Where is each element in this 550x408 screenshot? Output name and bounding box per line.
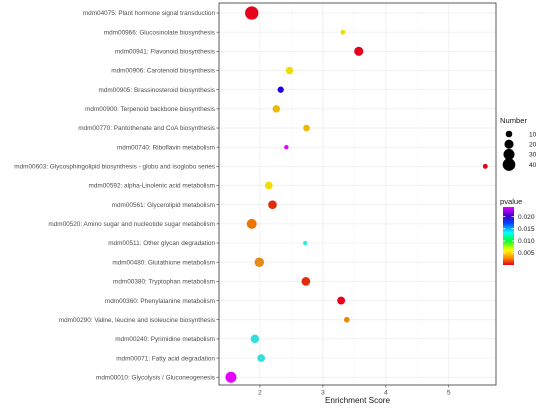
x-tick-label: 3 bbox=[321, 390, 325, 397]
x-axis-title: Enrichment Score bbox=[325, 396, 391, 405]
y-tick-label: mdm00905: Brassinosteroid biosynthesis bbox=[98, 87, 215, 94]
y-tick-label: mdm00900: Terpenoid backbone biosynthesi… bbox=[85, 106, 215, 113]
data-point bbox=[245, 6, 259, 20]
y-tick-label: mdm00770: Pantothenate and CoA biosynthe… bbox=[78, 125, 215, 132]
y-tick-label: mdm00561: Glycerolipid metabolism bbox=[112, 202, 215, 209]
data-point bbox=[246, 218, 257, 229]
y-tick-label: mdm00966: Glucosinolate biosynthesis bbox=[104, 29, 215, 36]
y-tick-label: mdm00906: Carotenoid biosynthesis bbox=[111, 68, 215, 75]
data-point bbox=[277, 86, 284, 93]
data-point bbox=[301, 277, 311, 286]
y-tick-label: mdm00480: Glutathione metabolism bbox=[112, 259, 215, 266]
y-tick-label: mdm00592: alpha-Linolenic acid metabolis… bbox=[89, 183, 215, 190]
y-tick-label: mdm00511: Other glycan degradation bbox=[108, 240, 215, 247]
y-axis-term-labels: mdm04075: Plant hormone signal transduct… bbox=[14, 10, 219, 381]
data-point bbox=[354, 46, 364, 56]
color-legend-title: pvalue bbox=[500, 197, 522, 206]
size-legend-dot bbox=[504, 139, 514, 149]
data-point bbox=[257, 354, 266, 362]
color-legend: pvalue 0.020 0.015 0.010 0.005 bbox=[500, 197, 535, 265]
data-point bbox=[303, 240, 308, 246]
color-legend-label: 0.005 bbox=[518, 250, 535, 257]
data-point bbox=[264, 181, 273, 190]
x-tick-label: 4 bbox=[384, 390, 388, 397]
y-tick-label: mdm00740: Riboflavin metabolism bbox=[117, 144, 215, 151]
data-point bbox=[285, 66, 294, 75]
y-tick-label: mdm04075: Plant hormone signal transduct… bbox=[83, 10, 216, 17]
size-legend-dot bbox=[503, 148, 515, 160]
data-point bbox=[250, 334, 260, 344]
data-point bbox=[343, 316, 350, 323]
color-legend-label: 0.015 bbox=[518, 226, 535, 233]
data-point bbox=[303, 124, 310, 132]
grid-lines bbox=[219, 3, 496, 385]
y-tick-label: mdm00380: Tryptophan metabolism bbox=[113, 279, 215, 286]
y-tick-label: mdm00071: Fatty acid degradation bbox=[116, 355, 215, 362]
size-legend: Number 10 20 30 40 bbox=[500, 116, 537, 171]
size-legend-label: 40 bbox=[529, 162, 537, 169]
y-tick-label: mdm00603: Glycosphingolipid biosynthesis… bbox=[14, 164, 215, 171]
size-legend-label: 10 bbox=[529, 131, 537, 138]
plot-panel-border bbox=[218, 2, 497, 386]
y-tick-label: mdm00240: Pyrimidine metabolism bbox=[115, 336, 215, 343]
y-tick-label: mdm00941: Flavonoid biosynthesis bbox=[115, 49, 215, 56]
x-tick-label: 2 bbox=[258, 390, 262, 397]
y-tick-label: mdm00360: Phenylalanine metabolism bbox=[105, 298, 215, 305]
data-point bbox=[337, 296, 346, 305]
data-point bbox=[225, 371, 237, 383]
y-tick-label: mdm00010: Glycolysis / Gluconeogenesis bbox=[96, 374, 215, 381]
pvalue-color-bar bbox=[503, 207, 514, 265]
data-point bbox=[272, 105, 281, 113]
size-legend-label: 30 bbox=[529, 152, 537, 159]
size-legend-title: Number bbox=[500, 116, 527, 125]
data-point bbox=[268, 200, 277, 210]
size-legend-dot bbox=[505, 130, 513, 138]
size-legend-label: 20 bbox=[529, 142, 537, 149]
y-tick-label: mdm00520: Amino sugar and nucleotide sug… bbox=[48, 221, 215, 228]
x-axis-ticks: 2 3 4 5 bbox=[258, 385, 451, 397]
data-points bbox=[225, 6, 488, 383]
color-legend-label: 0.010 bbox=[518, 238, 535, 245]
y-tick-label: mdm00290: Valine, leucine and isoleucine… bbox=[59, 317, 215, 324]
data-point bbox=[482, 163, 488, 169]
size-legend-dot bbox=[502, 158, 516, 171]
data-point bbox=[254, 257, 265, 267]
data-point bbox=[340, 29, 346, 35]
color-legend-label: 0.020 bbox=[518, 214, 535, 221]
x-tick-label: 5 bbox=[447, 390, 451, 397]
data-point bbox=[284, 144, 289, 150]
